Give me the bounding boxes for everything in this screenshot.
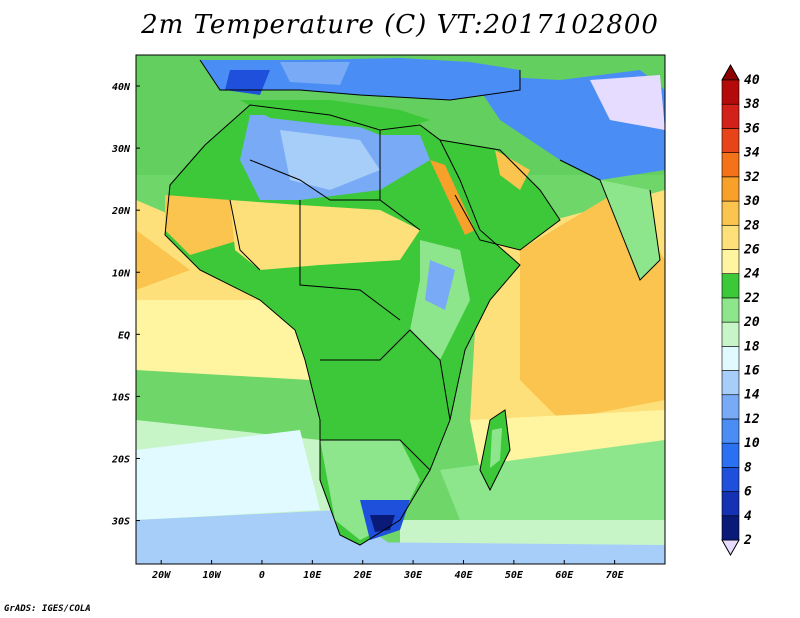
lon-tick-label: 10E bbox=[303, 570, 322, 581]
colorbar-over-triangle bbox=[721, 63, 740, 81]
colorbar-under-triangle bbox=[721, 539, 740, 557]
lat-tick-label: 10S bbox=[112, 392, 130, 403]
colorbar-swatch bbox=[721, 346, 740, 371]
colorbar-swatch bbox=[721, 128, 740, 153]
colorbar-label: 4 bbox=[744, 509, 752, 524]
lat-tick-label: 20S bbox=[111, 454, 130, 465]
lon-tick-label: 20W bbox=[151, 570, 171, 581]
longitude-ticks: 20W 10W 0 10E 20E 30E 40E 50E 60E 70E bbox=[151, 560, 625, 581]
lon-tick-label: 60E bbox=[555, 570, 574, 581]
colorbar-label: 6 bbox=[744, 485, 752, 500]
colorbar-swatch bbox=[721, 321, 740, 347]
lat-tick-label: 30S bbox=[111, 517, 130, 528]
colorbar-swatch bbox=[721, 176, 740, 202]
lat-tick-label: 10N bbox=[112, 268, 131, 279]
colorbar-swatch bbox=[721, 394, 740, 420]
colorbar-swatch bbox=[721, 224, 740, 250]
lat-tick-label: 20N bbox=[111, 206, 131, 217]
colorbar-label: 34 bbox=[743, 146, 760, 161]
colorbar-swatch bbox=[721, 442, 740, 468]
colorbar-label: 32 bbox=[743, 170, 760, 185]
lon-tick-label: 50E bbox=[505, 570, 524, 581]
colorbar-label: 16 bbox=[744, 364, 760, 379]
colorbar-label: 38 bbox=[743, 97, 760, 112]
colorbar-swatch bbox=[721, 249, 740, 274]
colorbar-label: 40 bbox=[744, 73, 760, 88]
colorbar-swatch bbox=[721, 200, 740, 226]
latitude-ticks: 40N 30N 20N 10N EQ 10S 20S 30S bbox=[111, 82, 140, 528]
map-frame bbox=[135, 54, 666, 565]
lon-tick-label: 20E bbox=[353, 570, 373, 581]
colorbar-swatch bbox=[721, 103, 740, 129]
colorbar-swatch bbox=[721, 418, 740, 444]
lon-tick-label: 30E bbox=[403, 570, 423, 581]
lon-tick-label: 10W bbox=[203, 570, 222, 581]
colorbar-label: 26 bbox=[743, 242, 760, 257]
colorbar-swatch bbox=[721, 79, 740, 105]
coastlines bbox=[164, 59, 661, 546]
colorbar-label: 14 bbox=[744, 388, 760, 403]
colorbar-swatch bbox=[721, 152, 740, 178]
lat-tick-label: EQ bbox=[118, 330, 130, 341]
colorbar-swatch bbox=[721, 515, 740, 541]
colorbar-label: 18 bbox=[744, 339, 760, 354]
lat-tick-label: 40N bbox=[112, 82, 131, 93]
colorbar-swatch bbox=[721, 467, 740, 492]
colorbar-label: 28 bbox=[743, 218, 760, 233]
colorbar-swatch bbox=[721, 297, 740, 323]
colorbar-label: 12 bbox=[744, 412, 760, 427]
lon-tick-label: 40E bbox=[454, 570, 473, 581]
colorbar-label: 30 bbox=[743, 194, 760, 209]
colorbar-label: 24 bbox=[743, 267, 760, 282]
colorbar-label: 10 bbox=[744, 436, 760, 451]
colorbar-swatch bbox=[721, 273, 740, 299]
colorbar-label: 22 bbox=[743, 291, 760, 306]
colorbar-label: 2 bbox=[743, 533, 752, 548]
lat-tick-label: 30N bbox=[111, 144, 131, 155]
credit-text: GrADS: IGES/COLA bbox=[4, 604, 91, 614]
colorbar-label: 8 bbox=[744, 460, 752, 475]
map-title: 2m Temperature (C) VT:2017102800 bbox=[141, 10, 659, 40]
colorbar-swatch bbox=[721, 370, 740, 396]
colorbar-label: 36 bbox=[743, 121, 760, 136]
temperature-field bbox=[136, 55, 665, 564]
colorbar-swatch bbox=[721, 491, 740, 517]
lon-tick-label: 0 bbox=[259, 570, 265, 581]
colorbar-label: 20 bbox=[743, 315, 760, 330]
lon-tick-label: 70E bbox=[606, 570, 625, 581]
